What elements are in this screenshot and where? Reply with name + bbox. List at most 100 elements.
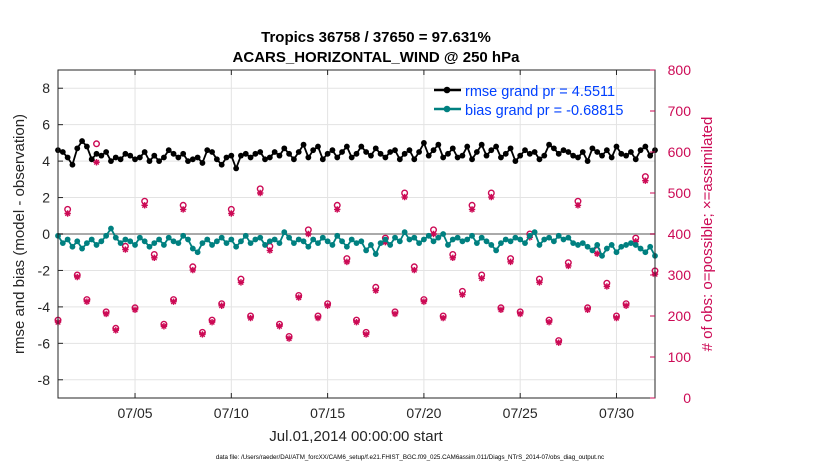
y-axis-left-label: rmse and bias (model - observation) — [11, 114, 28, 354]
assimilated-obs-marker — [516, 310, 524, 318]
bias-marker — [522, 240, 528, 247]
x-tick-label: 07/10 — [214, 405, 249, 421]
rmse-marker — [233, 165, 240, 172]
bias-marker — [623, 242, 630, 248]
assimilated-obs-marker — [536, 279, 543, 286]
bias-marker — [127, 238, 134, 245]
rmse-marker — [435, 141, 442, 148]
assimilated-obs-marker — [362, 331, 370, 338]
assimilated-obs-marker — [285, 335, 293, 342]
rmse-marker — [194, 154, 201, 161]
rmse-marker — [199, 160, 206, 166]
rmse-marker — [377, 150, 384, 157]
x-tick-label: 07/15 — [310, 405, 345, 421]
rmse-marker — [242, 150, 249, 157]
assimilated-obs-marker — [102, 310, 110, 318]
y-left-tick-label: 0 — [42, 226, 50, 242]
assimilated-obs-marker — [401, 193, 408, 201]
rmse-marker — [411, 156, 418, 163]
rmse-marker — [372, 145, 379, 152]
rmse-marker — [493, 143, 500, 150]
assimilated-obs-marker — [420, 298, 428, 305]
bias-marker — [560, 236, 567, 243]
bias-marker — [637, 245, 644, 252]
bias-marker — [406, 236, 413, 243]
bias-marker — [98, 238, 105, 245]
x-tick-label: 07/20 — [406, 405, 441, 421]
bias-marker — [425, 232, 432, 239]
bias-marker — [401, 229, 408, 236]
bias-marker — [473, 240, 480, 247]
assimilated-obs-marker — [574, 202, 582, 209]
rmse-marker — [368, 152, 374, 159]
bias-marker — [512, 234, 519, 241]
bias-marker — [242, 232, 249, 239]
legend-bias-label: bias grand pr = -0.68815 — [465, 103, 623, 119]
bias-marker — [416, 240, 422, 247]
rmse-marker — [74, 145, 81, 152]
bias-series — [55, 225, 658, 259]
rmse-marker — [324, 150, 331, 157]
bias-marker — [329, 242, 336, 248]
bias-marker — [146, 243, 153, 250]
bias-marker — [541, 236, 548, 243]
rmse-marker — [546, 141, 552, 148]
bias-marker — [603, 245, 610, 252]
rmse-marker — [108, 158, 114, 165]
bias-marker — [291, 240, 297, 247]
bias-marker — [575, 242, 581, 248]
rmse-marker — [517, 152, 524, 159]
rmse-marker — [310, 147, 317, 154]
bias-marker — [372, 251, 379, 257]
bias-marker — [228, 236, 235, 243]
rmse-marker — [421, 139, 427, 146]
assimilated-obs-marker — [112, 327, 119, 334]
rmse-marker — [122, 150, 129, 157]
bias-marker — [478, 234, 485, 241]
assimilated-obs-marker — [160, 323, 168, 330]
chart-subtitle: ACARS_HORIZONTAL_WIND @ 250 hPa — [233, 49, 521, 66]
assimilated-obs-marker — [305, 230, 312, 238]
bias-marker — [83, 240, 90, 247]
assimilated-obs-marker — [151, 254, 158, 261]
assimilated-obs-marker — [439, 314, 447, 322]
bias-marker — [79, 245, 85, 252]
assimilated-obs-marker — [459, 291, 466, 298]
rmse-marker — [146, 158, 153, 165]
x-tick-label: 07/25 — [503, 405, 538, 421]
bias-marker — [117, 240, 124, 247]
bias-marker — [546, 234, 552, 241]
bias-marker — [454, 234, 461, 241]
y-left-tick-label: 4 — [42, 153, 50, 169]
axis-ticks: 07/05 07/10 07/15 07/20 07/25 07/30 -8 -6 -4 -2 0 2… — [38, 62, 692, 421]
rmse-marker — [555, 150, 562, 157]
rmse-marker — [59, 149, 66, 155]
assimilated-obs-marker — [314, 314, 322, 322]
rmse-marker — [291, 156, 297, 163]
bias-marker — [377, 240, 384, 247]
rmse-marker — [305, 154, 312, 161]
y-left-tick-label: -2 — [38, 262, 51, 278]
rmse-marker — [406, 147, 413, 154]
rmse-marker — [266, 154, 273, 161]
bias-marker — [449, 236, 456, 243]
rmse-marker — [440, 154, 447, 161]
assimilated-obs-marker — [343, 258, 351, 266]
rmse-marker — [560, 147, 567, 154]
assimilated-obs-marker — [622, 302, 630, 309]
y-right-tick-label: 0 — [683, 390, 691, 406]
rmse-marker — [161, 154, 167, 161]
bias-marker — [445, 242, 451, 248]
assimilated-obs-marker — [266, 247, 274, 254]
rmse-marker — [459, 152, 466, 159]
rmse-marker — [132, 156, 138, 163]
rmse-marker — [594, 149, 601, 155]
rmse-marker — [165, 147, 172, 154]
y-right-tick-label: 600 — [668, 144, 692, 160]
bias-marker — [526, 232, 533, 239]
rmse-marker — [127, 152, 134, 159]
chart-title: Tropics 36758 / 37650 = 97.631% — [261, 29, 491, 46]
assimilated-obs-marker — [642, 177, 649, 184]
rmse-marker — [647, 152, 654, 159]
assimilated-obs-marker — [208, 318, 216, 326]
